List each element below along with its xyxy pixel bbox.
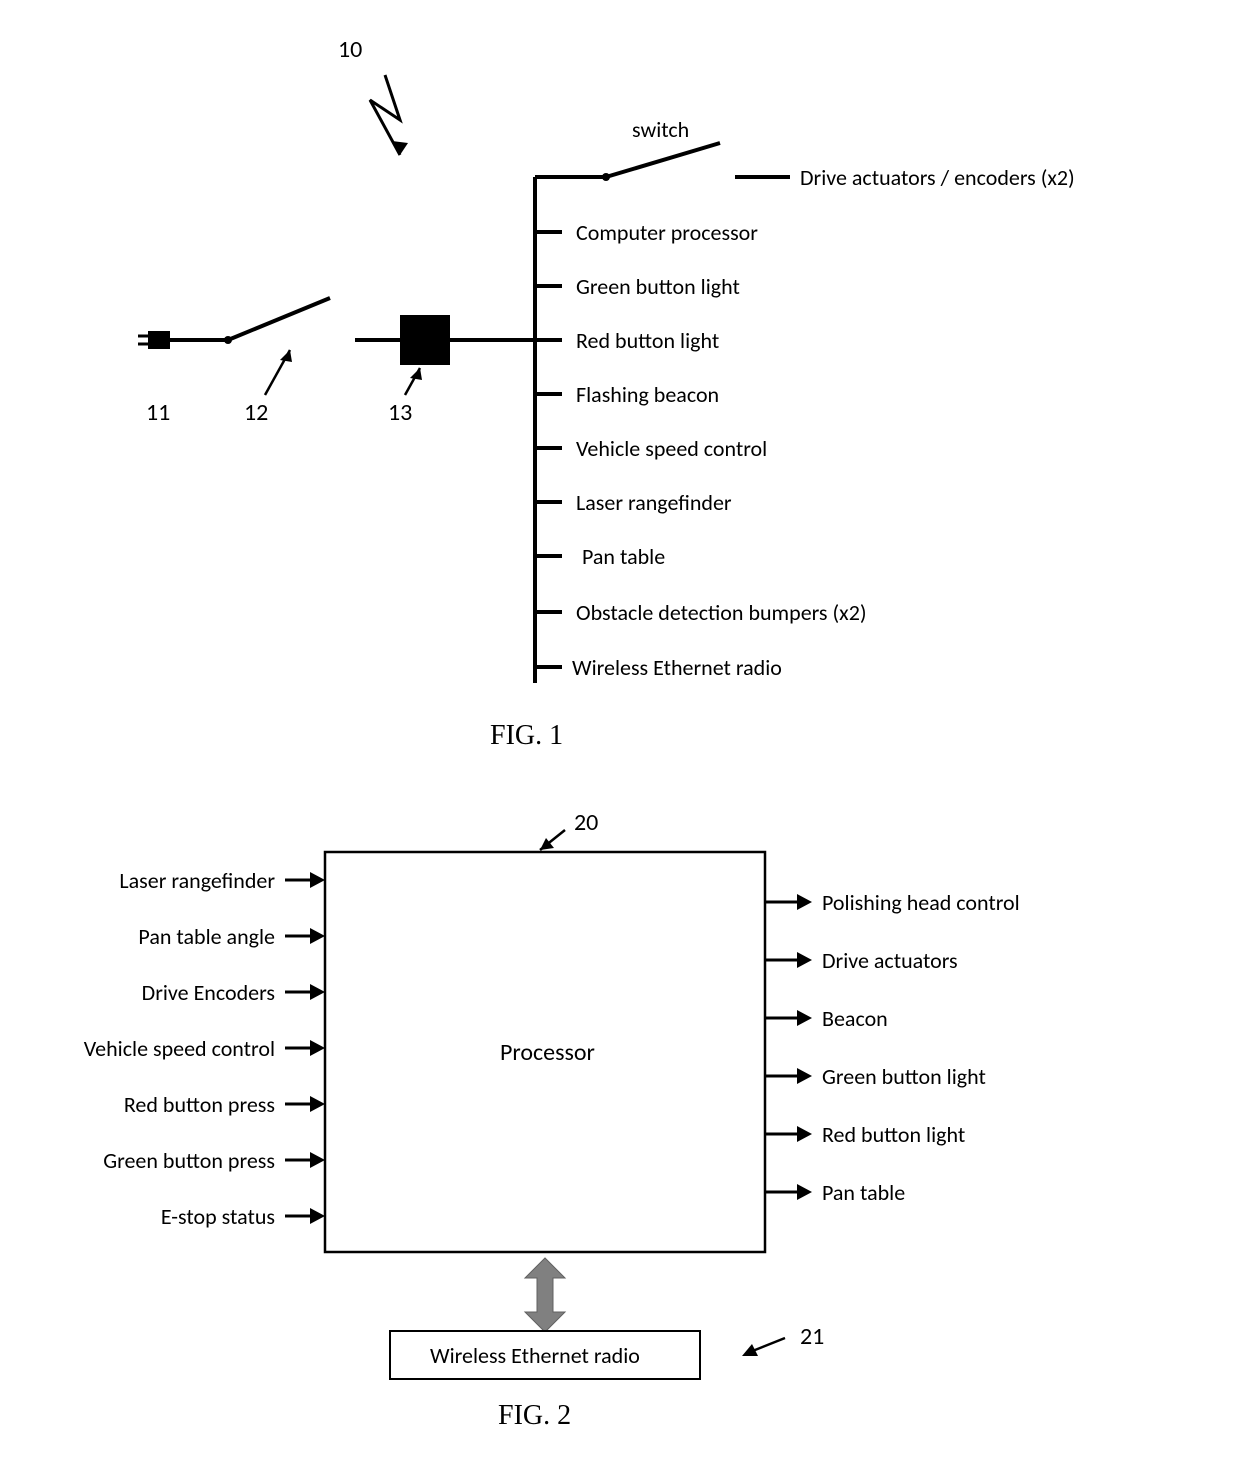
ref20-arrow (540, 830, 565, 850)
fig2-output-0: Polishing head control (822, 889, 1020, 916)
ref-20: 20 (574, 808, 598, 837)
fig2-input-5: Green button press (103, 1147, 275, 1174)
input-arrows (285, 872, 325, 1224)
ref-21: 21 (800, 1322, 824, 1351)
fig2-input-2: Drive Encoders (142, 979, 275, 1006)
fig2-output-3: Green button light (822, 1063, 986, 1090)
fig2-input-4: Red button press (124, 1091, 275, 1118)
bidir-arrow (525, 1258, 565, 1332)
radio-label: Wireless Ethernet radio (430, 1342, 640, 1369)
fig2-output-5: Pan table (822, 1179, 905, 1206)
fig2-input-6: E-stop status (161, 1203, 275, 1230)
fig2-output-2: Beacon (822, 1005, 888, 1032)
fig2-output-1: Drive actuators (822, 947, 958, 974)
fig2-caption: FIG. 2 (498, 1400, 571, 1432)
fig2-svg (0, 0, 1240, 1478)
processor-label: Processor (500, 1038, 595, 1067)
fig2-input-0: Laser rangefinder (119, 867, 275, 894)
fig2-input-1: Pan table angle (138, 923, 275, 950)
fig2-output-4: Red button light (822, 1121, 965, 1148)
ref21-arrow (742, 1338, 785, 1356)
output-arrows (765, 894, 812, 1200)
fig2-input-3: Vehicle speed control (84, 1035, 275, 1062)
